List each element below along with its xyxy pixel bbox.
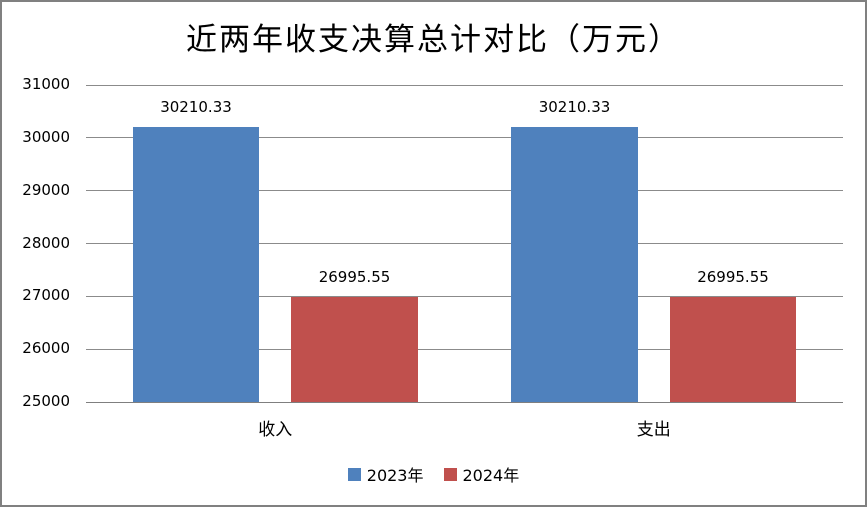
chart-title: 近两年收支决算总计对比（万元） <box>186 22 681 58</box>
bar-value-label: 30210.33 <box>160 97 232 116</box>
bar <box>511 126 638 402</box>
gridline <box>86 84 843 86</box>
bar <box>132 126 260 402</box>
category-label: 收入 <box>258 420 293 440</box>
category-label: 支出 <box>636 420 671 440</box>
y-axis-tick-label: 25000 <box>22 392 70 410</box>
bar <box>291 296 418 402</box>
y-axis-tick-label: 27000 <box>22 286 70 305</box>
legend-item: 2023年 <box>347 462 424 486</box>
legend-marker <box>443 467 457 481</box>
y-axis-tick-label: 26000 <box>22 339 70 358</box>
legend-marker <box>347 467 361 481</box>
y-axis-tick-label: 31000 <box>22 75 70 93</box>
x-axis-line <box>86 402 843 403</box>
y-axis-tick-label: 30000 <box>22 127 70 146</box>
y-axis-tick-label: 29000 <box>22 180 70 199</box>
legend: 2023年 2024年 <box>2 462 865 486</box>
legend-label: 2023年 <box>366 466 424 485</box>
gridline <box>86 243 843 244</box>
legend-item: 2024年 <box>443 462 520 486</box>
gridline <box>86 348 843 350</box>
bar <box>669 296 797 402</box>
plot-area <box>86 84 843 403</box>
legend-label: 2024年 <box>462 466 520 485</box>
bar-value-label: 30210.33 <box>538 97 611 116</box>
bar-value-label: 26995.55 <box>697 267 769 286</box>
y-axis-tick-label: 28000 <box>22 233 70 252</box>
bar-value-label: 26995.55 <box>318 267 391 286</box>
gridline <box>86 190 843 192</box>
gridline <box>86 137 843 139</box>
gridline <box>86 295 843 297</box>
